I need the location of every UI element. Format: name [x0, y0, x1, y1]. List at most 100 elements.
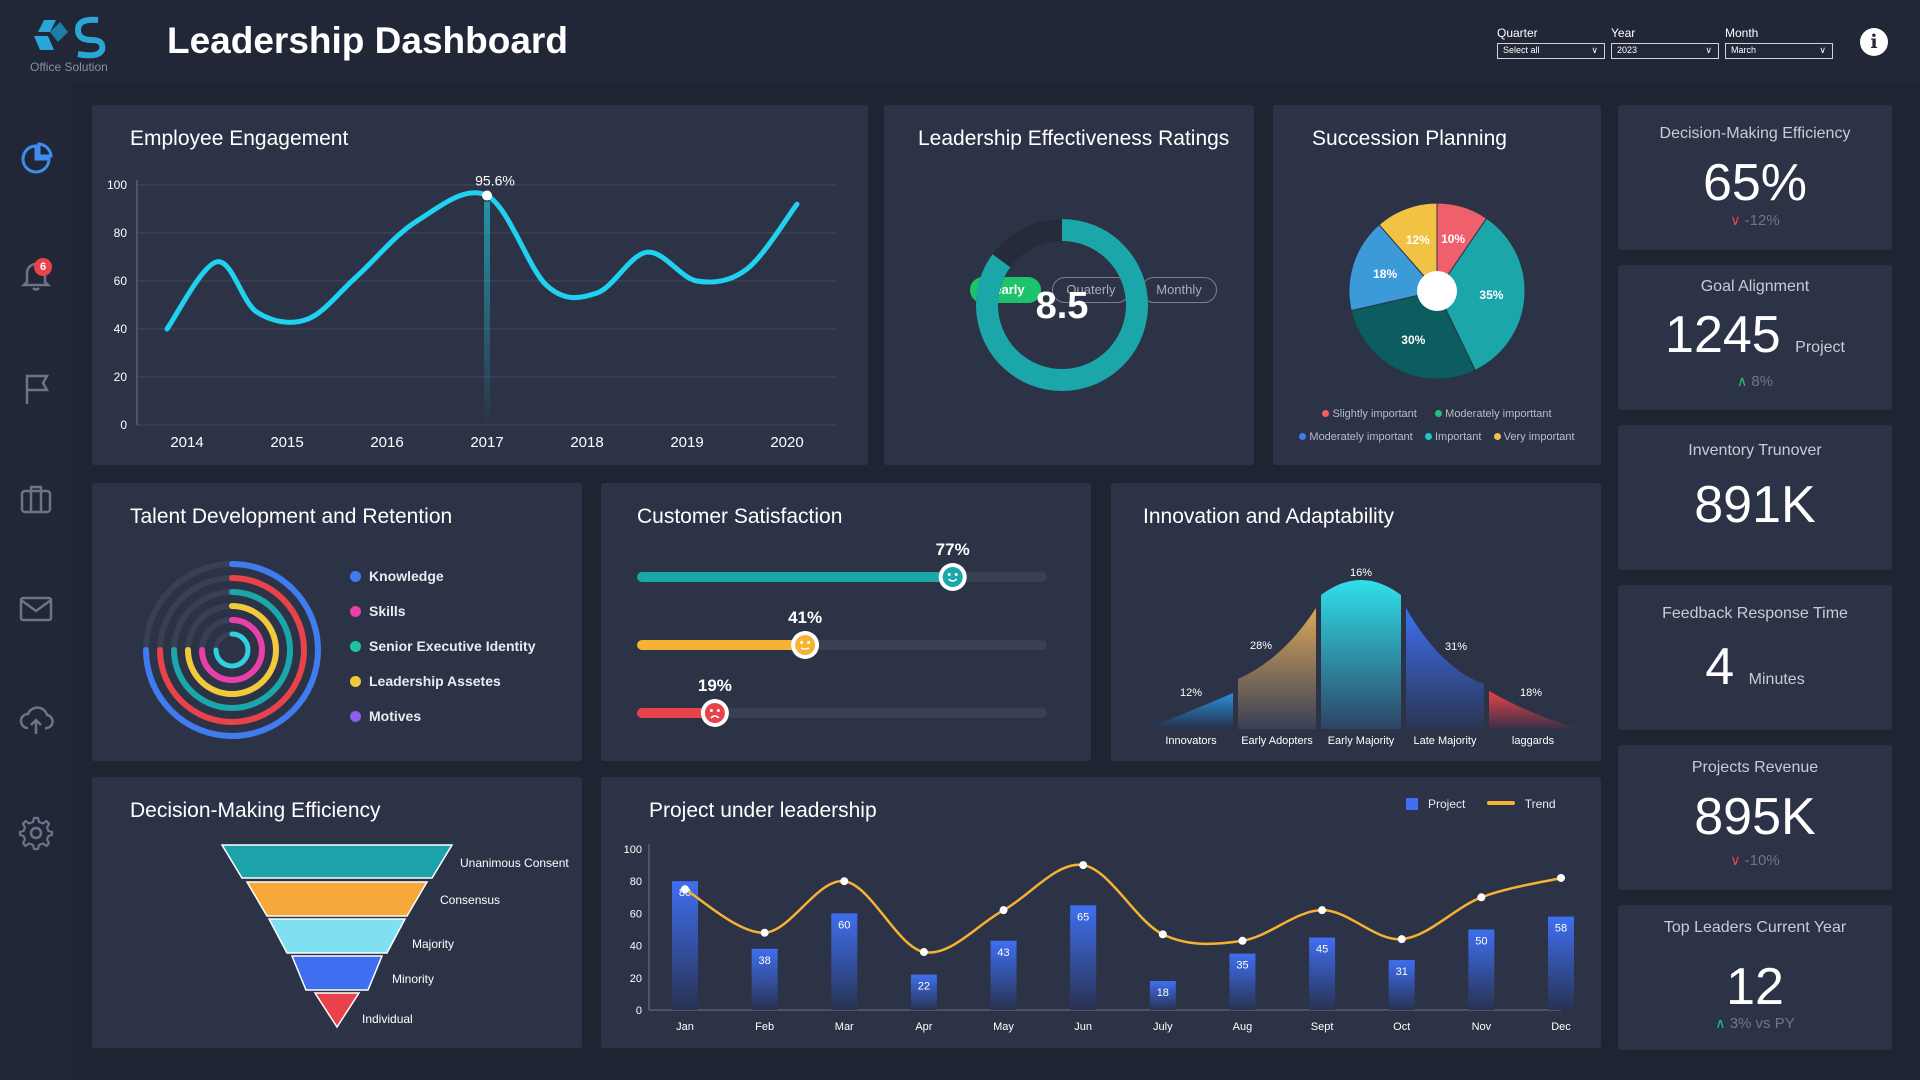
face-eye	[807, 641, 811, 644]
info-icon[interactable]: i	[1860, 28, 1888, 56]
funnel-stage	[313, 992, 361, 1029]
kpi-title: Inventory Trunover	[1688, 442, 1822, 459]
succession-legend-row-2: Moderately important Important Very impo…	[1273, 431, 1601, 443]
happy-face-icon	[942, 567, 963, 587]
kpi-unit: Project	[1795, 339, 1845, 356]
x-tick-label: 2015	[270, 434, 303, 451]
slider-value-label: 77%	[936, 540, 970, 559]
kpi-value: 895K	[1694, 788, 1816, 846]
slider-fill	[637, 640, 806, 650]
x-tick-label: 2016	[370, 434, 403, 451]
month-select[interactable]: March ∨	[1725, 43, 1833, 59]
y-tick-label: 0	[636, 1005, 642, 1017]
x-tick-label: 2019	[670, 434, 703, 451]
chevron-down-icon: ∨	[1705, 45, 1712, 55]
y-tick-label: 80	[630, 876, 642, 888]
slider-value-label: 19%	[698, 676, 732, 695]
decision-funnel-card: Decision-Making Efficiency Unanimous Con…	[92, 777, 582, 1048]
project-bar	[990, 940, 1017, 1010]
gear-icon[interactable]	[17, 814, 55, 852]
bar-value-label: 43	[997, 947, 1009, 959]
kpi-top-leaders: Top Leaders Current Year 12 ∧ 3% vs PY	[1618, 905, 1892, 1050]
ring-senior-executive-identity	[171, 589, 293, 711]
year-select[interactable]: 2023 ∨	[1611, 43, 1719, 59]
legend-item-trend: Trend	[1486, 797, 1556, 811]
sidebar	[0, 84, 72, 1080]
trend-point	[1158, 930, 1167, 939]
legend-dot	[350, 676, 361, 687]
x-tick-label: Mar	[835, 1021, 854, 1033]
cloud-upload-icon[interactable]	[17, 700, 55, 738]
projects-legend: Project Trend	[1406, 797, 1556, 811]
innovation-card: Innovation and Adaptability 12% Innovator…	[1111, 483, 1601, 761]
segment-category-label: Early Adopters	[1241, 735, 1313, 747]
legend-label: Senior Executive Identity	[369, 638, 536, 654]
engagement-series-line	[164, 190, 800, 332]
flag-icon[interactable]	[17, 370, 55, 408]
y-tick-label: 100	[624, 844, 642, 856]
legend-dot	[350, 641, 361, 652]
kpi-title: Projects Revenue	[1691, 759, 1819, 776]
pie-chart-icon[interactable]	[17, 140, 55, 178]
kpi-change: ∨ -12%	[1618, 212, 1892, 229]
adoption-segment	[1489, 691, 1579, 729]
pie-slice	[1436, 217, 1526, 371]
card-title: Customer Satisfaction	[637, 505, 843, 528]
peak-marker-line	[484, 201, 490, 425]
pie-slice	[1348, 224, 1438, 312]
legend-item: Knowledge	[350, 568, 444, 584]
pie-center-hole	[1417, 271, 1457, 311]
legend-item: Motives	[350, 708, 421, 724]
kpi-title: Decision-Making Efficiency	[1659, 125, 1851, 142]
down-arrow-icon: ∨	[1730, 212, 1741, 228]
legend-item-project: Project	[1406, 797, 1465, 811]
briefcase-icon[interactable]	[17, 480, 55, 518]
decision-funnel-chart: Unanimous Consent Consensus Majority Minori…	[220, 844, 569, 1029]
trend-line	[684, 863, 1562, 954]
kpi-change: ∨ -10%	[1618, 852, 1892, 869]
kpi-value: 65%	[1702, 154, 1808, 212]
x-tick-label: 2020	[770, 434, 803, 451]
face-eye	[716, 709, 720, 712]
legend-label: Project	[1428, 797, 1466, 811]
funnel-stage	[290, 955, 384, 991]
segment-value-label: 28%	[1250, 640, 1272, 652]
customer-satisfaction-card: Customer Satisfaction 77% 41% 19%	[601, 483, 1091, 761]
peak-marker-point	[482, 190, 492, 201]
x-tick-label: Jun	[1074, 1021, 1092, 1033]
month-filter[interactable]: Month March ∨	[1725, 26, 1833, 59]
legend-dot	[1493, 433, 1501, 440]
kpi-title: Feedback Response Time	[1662, 605, 1848, 622]
segment-category-label: Late Majority	[1414, 735, 1477, 747]
x-tick-label: Feb	[755, 1021, 774, 1033]
legend-label: Moderately importtant	[1445, 408, 1552, 420]
funnel-stage-label: Consensus	[440, 893, 500, 907]
bar-value-label: 65	[1077, 911, 1089, 923]
project-bar	[1229, 953, 1256, 1010]
kpi-projects-revenue: Projects Revenue 895K ∨ -10%	[1618, 745, 1892, 890]
ring-knowledge	[143, 561, 321, 739]
bar-value-label: 31	[1396, 966, 1408, 978]
ring-motives	[199, 617, 265, 683]
kpi-change-value: -10%	[1744, 852, 1780, 869]
funnel-stage	[245, 881, 429, 917]
quarter-filter[interactable]: Quarter Select all ∨	[1497, 26, 1605, 59]
pie-slice-label: 12%	[1406, 233, 1430, 247]
ring-skills	[157, 575, 307, 725]
project-bar	[1548, 916, 1574, 1010]
succession-legend-row-1: Slightly important Moderately importtant	[1273, 408, 1601, 420]
bar-value-label: 50	[1475, 936, 1487, 948]
kpi-unit: Minutes	[1748, 671, 1805, 688]
trend-point	[681, 885, 689, 894]
kpi-value: 891K	[1694, 476, 1816, 534]
down-arrow-icon: ∨	[1730, 852, 1741, 868]
bar-value-label: 35	[1236, 960, 1248, 972]
ring-leadership-assets	[185, 603, 279, 697]
month-filter-label: Month	[1725, 26, 1759, 40]
trend-point	[1557, 873, 1565, 882]
trend-point	[1079, 861, 1088, 870]
year-filter[interactable]: Year 2023 ∨	[1611, 26, 1719, 59]
quarter-select[interactable]: Select all ∨	[1497, 43, 1605, 59]
legend-item: Skills	[350, 603, 406, 619]
mail-icon[interactable]	[17, 590, 55, 628]
